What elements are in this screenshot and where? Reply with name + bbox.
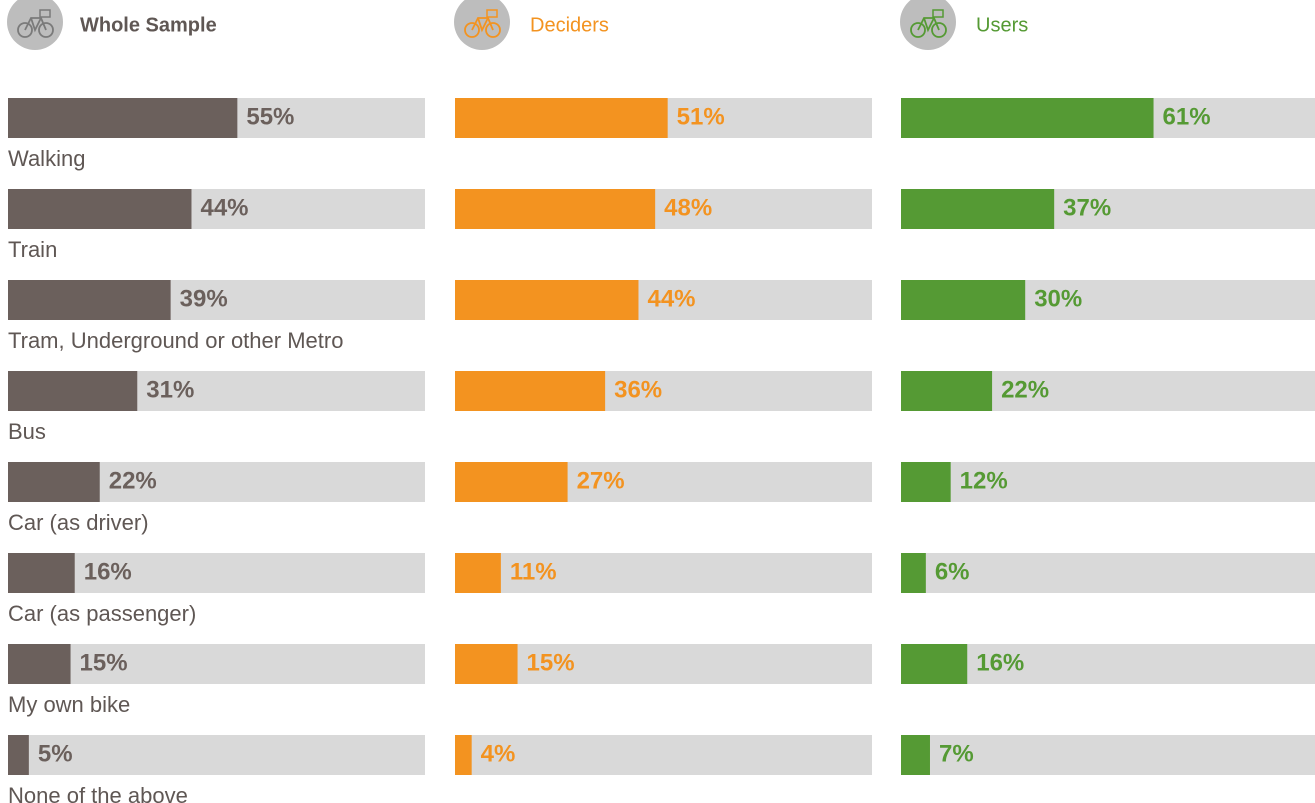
value-label: 44% (647, 285, 695, 312)
value-label: 6% (935, 558, 970, 585)
bar (8, 98, 238, 138)
icon-wheel (931, 22, 947, 38)
icon-basket (486, 9, 498, 18)
bar-track (455, 553, 872, 593)
icon-basket (39, 9, 51, 18)
bar (8, 189, 192, 229)
icon-wheel (17, 22, 33, 38)
value-label: 37% (1063, 194, 1111, 221)
value-label: 7% (939, 740, 974, 767)
icon-wheel (38, 22, 54, 38)
bar (901, 644, 968, 684)
bar (901, 371, 993, 411)
bar (8, 553, 75, 593)
value-label: 48% (664, 194, 712, 221)
icon-frame (471, 17, 494, 31)
category-label: Car (as driver) (8, 510, 149, 535)
bar (901, 735, 930, 775)
value-label: 44% (200, 194, 248, 221)
panel-title: Users (976, 14, 1028, 36)
category-label: Bus (8, 419, 46, 444)
value-label: 22% (1001, 376, 1049, 403)
bar (455, 189, 656, 229)
bar (8, 462, 100, 502)
bar (901, 189, 1055, 229)
value-label: 27% (577, 467, 625, 494)
value-label: 39% (180, 285, 228, 312)
panel-title: Deciders (530, 14, 609, 36)
value-label: 16% (84, 558, 132, 585)
category-label: My own bike (8, 692, 130, 717)
category-label: None of the above (8, 783, 188, 803)
category-label: Train (8, 237, 57, 262)
bar (8, 644, 71, 684)
bar-track (8, 735, 425, 775)
bar (455, 644, 518, 684)
bar (901, 280, 1026, 320)
value-label: 5% (38, 740, 73, 767)
value-label: 22% (109, 467, 157, 494)
category-label: Car (as passenger) (8, 601, 196, 626)
value-label: 15% (527, 649, 575, 676)
category-label: Tram, Underground or other Metro (8, 328, 343, 353)
icon-wheel (910, 22, 926, 38)
bike-icon (454, 0, 510, 50)
value-label: 51% (677, 103, 725, 130)
icon-wheel (485, 22, 501, 38)
bar (901, 98, 1154, 138)
bar-track (455, 644, 872, 684)
bar (8, 735, 29, 775)
value-label: 4% (481, 740, 516, 767)
value-label: 12% (960, 467, 1008, 494)
bar-track (901, 735, 1315, 775)
icon-basket (932, 9, 944, 18)
bar (455, 462, 568, 502)
bar (8, 280, 171, 320)
bar (455, 371, 606, 411)
icon-wheel (464, 22, 480, 38)
bar (455, 735, 472, 775)
bar (901, 553, 926, 593)
bar-track (8, 644, 425, 684)
bar-track (901, 644, 1315, 684)
icon-frame (24, 17, 47, 31)
bar (901, 462, 951, 502)
icon-circle (900, 0, 956, 50)
icon-frame (923, 17, 935, 33)
value-label: 31% (146, 376, 194, 403)
bar (8, 371, 138, 411)
icon-frame (917, 17, 940, 31)
bar-track (901, 462, 1315, 502)
icon-circle (454, 0, 510, 50)
value-label: 61% (1163, 103, 1211, 130)
bar-track (901, 553, 1315, 593)
bar (455, 280, 639, 320)
icon-frame (477, 17, 489, 33)
bike-icon (7, 0, 63, 50)
value-label: 16% (976, 649, 1024, 676)
value-label: 30% (1034, 285, 1082, 312)
bar (455, 98, 668, 138)
value-label: 36% (614, 376, 662, 403)
bar-track (455, 735, 872, 775)
value-label: 11% (510, 558, 557, 585)
value-label: 55% (246, 103, 294, 130)
bike-icon (900, 0, 956, 50)
value-label: 15% (80, 649, 128, 676)
icon-frame (30, 17, 42, 33)
category-label: Walking (8, 146, 85, 171)
icon-circle (7, 0, 63, 50)
bar (455, 553, 501, 593)
panel-title: Whole Sample (80, 14, 217, 36)
bar-track (8, 553, 425, 593)
